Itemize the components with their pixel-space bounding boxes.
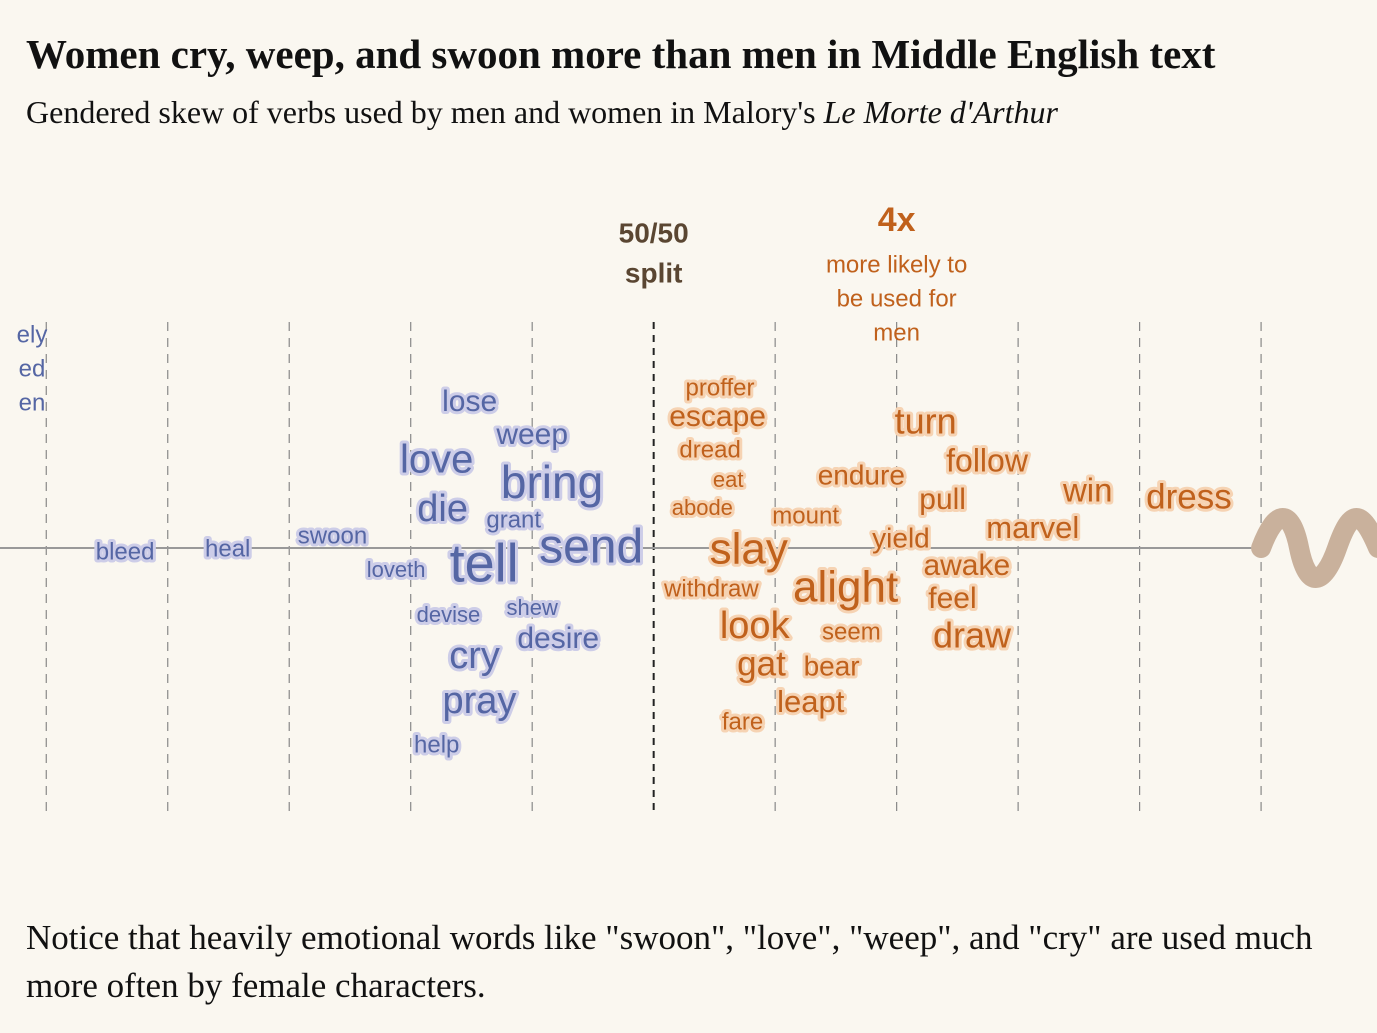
- word: look: [720, 605, 791, 647]
- subtitle-italic: Le Morte d'Arthur: [823, 94, 1058, 130]
- word: withdraw: [663, 575, 759, 602]
- word: eat: [713, 467, 744, 492]
- word: dread: [679, 436, 740, 463]
- word: shew: [507, 595, 558, 620]
- word: endure: [818, 459, 905, 490]
- word: send: [539, 521, 643, 574]
- word: escape: [669, 400, 766, 433]
- word: pull: [919, 483, 966, 516]
- subtitle: Gendered skew of verbs used by men and w…: [26, 94, 1058, 131]
- word: pray: [442, 680, 516, 722]
- annotation-line: men: [873, 319, 920, 346]
- word: seem: [822, 618, 881, 645]
- title: Women cry, weep, and swoon more than men…: [26, 31, 1216, 77]
- word: dress: [1146, 477, 1232, 516]
- word: desire: [517, 622, 599, 655]
- word: slay: [710, 525, 788, 574]
- word: heal: [205, 535, 250, 562]
- annotation-line: ely: [17, 321, 48, 348]
- word: turn: [895, 401, 957, 442]
- word: lose: [442, 385, 497, 418]
- word: love: [400, 438, 473, 482]
- word: alight: [793, 563, 898, 612]
- word: weep: [495, 418, 568, 451]
- axis-break: [1251, 508, 1377, 588]
- word: marvel: [986, 510, 1079, 545]
- word: grant: [486, 506, 541, 533]
- word: fare: [722, 708, 763, 735]
- word: tell: [450, 533, 519, 593]
- annotation-label: 4x: [878, 201, 916, 239]
- annotation-line: split: [625, 257, 683, 288]
- annotation-line: en: [19, 389, 46, 416]
- word: feel: [928, 582, 976, 615]
- word: gat: [737, 644, 786, 683]
- annotation-line: be used for: [837, 285, 957, 312]
- word: win: [1062, 472, 1113, 509]
- note: Notice that heavily emotional words like…: [26, 918, 1313, 1005]
- word: awake: [923, 549, 1010, 582]
- word: devise: [417, 602, 481, 627]
- word: bring: [501, 456, 603, 508]
- word: die: [417, 488, 468, 530]
- word: help: [414, 731, 459, 758]
- annotation-line: 50/50: [619, 217, 689, 248]
- word: bear: [804, 650, 860, 681]
- word: abode: [672, 495, 733, 520]
- annotation-line: more likely to: [826, 251, 967, 278]
- word: mount: [772, 502, 839, 529]
- word: follow: [946, 442, 1029, 478]
- annotation-line: ed: [19, 355, 46, 382]
- word: bleed: [96, 538, 155, 565]
- word: loveth: [367, 557, 426, 582]
- subtitle-text: Gendered skew of verbs used by men and w…: [26, 94, 816, 130]
- word: draw: [933, 615, 1012, 656]
- word: cry: [449, 635, 500, 677]
- word: proffer: [686, 374, 755, 401]
- word: yield: [872, 522, 930, 553]
- word: swoon: [298, 522, 367, 549]
- word: leapt: [777, 684, 845, 719]
